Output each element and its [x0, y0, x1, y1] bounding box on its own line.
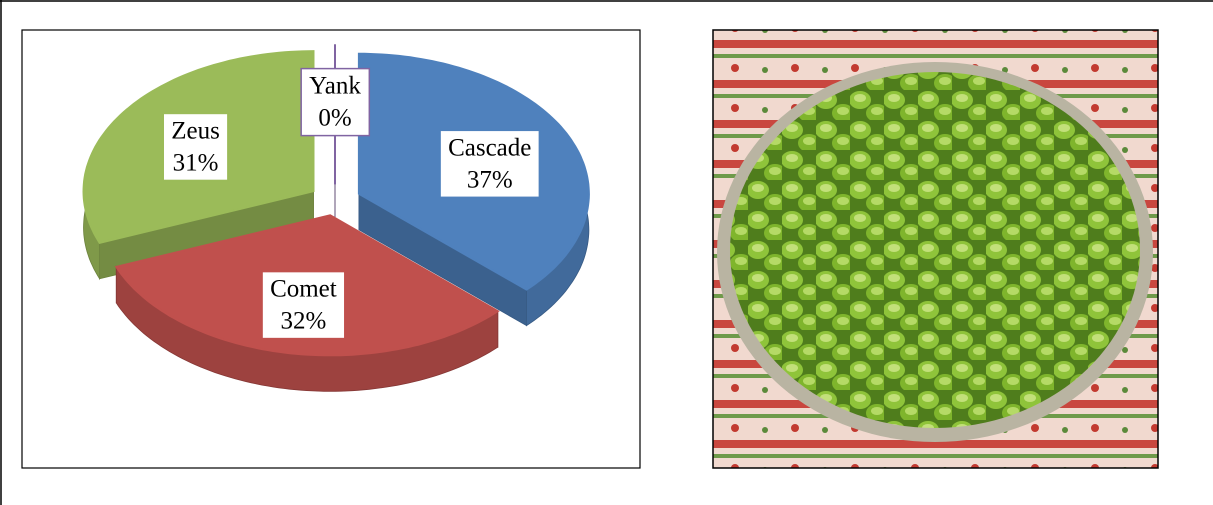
- data-label: Cascade 37%: [439, 129, 541, 199]
- category-label: Cascade: [448, 134, 531, 161]
- category-label: Zeus: [171, 117, 220, 144]
- value-label: 31%: [173, 149, 219, 176]
- data-label: Zeus 31%: [162, 112, 229, 182]
- value-label: 37%: [467, 166, 513, 193]
- data-label: Comet 32%: [261, 270, 346, 340]
- data-label-box: [162, 112, 229, 182]
- category-label: Comet: [270, 276, 337, 303]
- value-label: 32%: [280, 308, 326, 335]
- category-label: Yank: [309, 73, 361, 100]
- value-label: 0%: [318, 105, 351, 132]
- data-label-box: [300, 67, 371, 137]
- data-label-box: [261, 270, 346, 340]
- data-label: Yank 0%: [300, 67, 371, 137]
- hops-photo: [712, 29, 1159, 469]
- data-label-box: [439, 129, 541, 199]
- pie-chart: Cascade 37% Comet 32% Zeus 31% Yank 0%: [82, 44, 590, 392]
